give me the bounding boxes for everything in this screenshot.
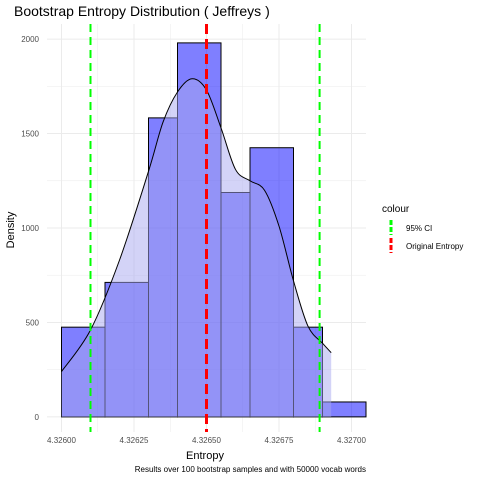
y-tick-label: 2000 bbox=[21, 35, 39, 44]
legend-label-original: Original Entropy bbox=[406, 242, 463, 251]
y-axis-title: Density bbox=[5, 211, 17, 248]
y-axis-ticks: 0 500 1000 1500 2000 bbox=[21, 35, 39, 422]
density-area bbox=[61, 78, 332, 417]
legend: colour 95% CI Original Entropy bbox=[382, 204, 463, 254]
x-tick-label: 4.32650 bbox=[192, 436, 221, 445]
y-tick-label: 0 bbox=[35, 413, 40, 422]
density-curve bbox=[61, 78, 332, 372]
x-tick-label: 4.32675 bbox=[265, 436, 294, 445]
x-tick-label: 4.32600 bbox=[47, 436, 76, 445]
legend-label-ci: 95% CI bbox=[406, 224, 432, 233]
reference-lines bbox=[89, 24, 321, 432]
y-tick-label: 1500 bbox=[21, 130, 39, 139]
y-tick-label: 500 bbox=[26, 318, 40, 327]
x-axis-ticks: 4.32600 4.32625 4.32650 4.32675 4.32700 bbox=[47, 436, 366, 445]
chart-caption: Results over 100 bootstrap samples and w… bbox=[135, 465, 366, 474]
density-curve-group bbox=[61, 78, 332, 417]
y-tick-label: 1000 bbox=[21, 224, 39, 233]
chart-title: Bootstrap Entropy Distribution ( Jeffrey… bbox=[14, 3, 270, 19]
x-axis-title: Entropy bbox=[186, 450, 224, 462]
x-tick-label: 4.32700 bbox=[337, 436, 366, 445]
x-tick-label: 4.32625 bbox=[120, 436, 149, 445]
legend-title: colour bbox=[382, 204, 410, 215]
